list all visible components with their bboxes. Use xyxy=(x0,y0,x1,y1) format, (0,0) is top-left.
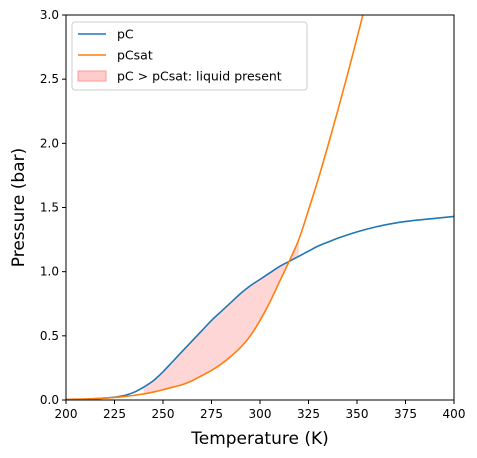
y-tick-label: 0.0 xyxy=(40,393,59,407)
x-tick-label: 350 xyxy=(346,407,369,421)
fill-area-layer xyxy=(143,239,299,394)
y-tick-label: 3.0 xyxy=(40,8,59,22)
legend-swatch-liquid-region xyxy=(77,70,107,82)
legend-label-pC: pC xyxy=(117,27,134,42)
y-axis-label: Pressure (bar) xyxy=(9,148,29,267)
y-tick-label: 1.5 xyxy=(40,201,59,215)
series-line-pC xyxy=(66,215,454,400)
series-lines-layer xyxy=(66,15,454,400)
y-axis-ticks: 0.0 0.5 1.0 1.5 2.0 2.5 3.0 xyxy=(40,8,66,407)
x-tick-label: 225 xyxy=(103,407,126,421)
legend: pC pCsat pC > pCsat: liquid present xyxy=(71,21,308,91)
x-tick-label: 300 xyxy=(249,407,272,421)
series-line-pCsat xyxy=(66,15,364,400)
y-tick-label: 2.0 xyxy=(40,136,59,150)
y-tick-label: 1.0 xyxy=(40,265,59,279)
x-tick-label: 375 xyxy=(394,407,417,421)
liquid-region-fill xyxy=(143,239,299,394)
legend-frame xyxy=(71,21,308,91)
y-tick-label: 0.5 xyxy=(40,329,59,343)
x-axis-label: Temperature (K) xyxy=(190,429,329,449)
x-tick-label: 250 xyxy=(152,407,175,421)
legend-label-liquid-region: pC > pCsat: liquid present xyxy=(117,69,282,84)
x-tick-label: 275 xyxy=(200,407,223,421)
x-axis-ticks: 200 225 250 275 300 325 350 375 400 xyxy=(55,400,466,421)
x-tick-label: 325 xyxy=(297,407,320,421)
x-tick-label: 200 xyxy=(55,407,78,421)
x-tick-label: 400 xyxy=(443,407,466,421)
legend-label-pCsat: pCsat xyxy=(117,48,153,63)
y-tick-label: 2.5 xyxy=(40,72,59,86)
